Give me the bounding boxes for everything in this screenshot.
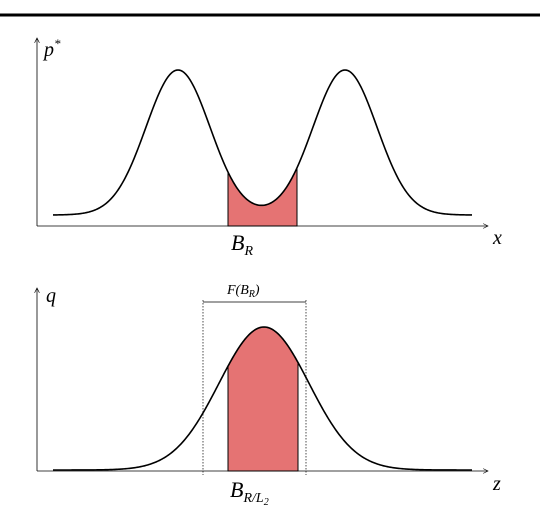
y-label: p* [42, 36, 61, 61]
y-label: q [46, 285, 56, 307]
region-label: BR [231, 230, 253, 259]
density-curve [52, 69, 472, 216]
x-label: x [492, 227, 502, 249]
x-label: z [492, 473, 501, 495]
bracket-label: F(BR) [226, 283, 260, 300]
density-curve [53, 326, 472, 471]
bracket [202, 300, 307, 475]
region-label: BR/L2 [230, 477, 269, 508]
shaded-region [227, 167, 298, 227]
